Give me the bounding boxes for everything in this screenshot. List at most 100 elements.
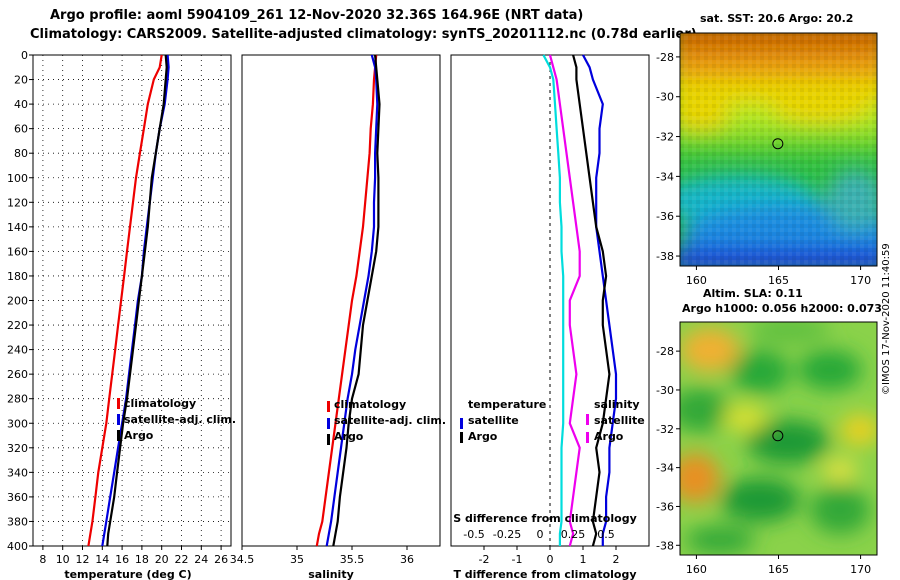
temperature-tick-label: 8: [39, 553, 46, 566]
lat-tick-label: -32: [656, 423, 674, 436]
lon-tick-label: 165: [768, 563, 789, 576]
temperature-tick-label: 14: [95, 553, 109, 566]
lon-tick-label: 170: [850, 563, 871, 576]
temperature-tick-label: 22: [175, 553, 189, 566]
legend-label-sal-argo: Argo: [594, 430, 624, 443]
t-diff-tick-label: -1: [512, 553, 523, 566]
legend-header-salinity: salinity: [594, 398, 640, 411]
lat-tick-label: -38: [656, 250, 674, 263]
salinity-tick-label: 35: [290, 553, 304, 566]
t-diff-tick-label: 1: [580, 553, 587, 566]
lon-tick-label: 160: [686, 563, 707, 576]
depth-tick-label: 220: [7, 319, 28, 332]
lat-tick-label: -30: [656, 384, 674, 397]
depth-tick-label: 120: [7, 196, 28, 209]
legend-swatch-satellite: [117, 414, 120, 425]
temperature-tick-label: 12: [76, 553, 90, 566]
sla-map-title: Altim. SLA: 0.11: [703, 287, 803, 300]
legend-swatch-sal-satellite: [586, 414, 589, 425]
depth-tick-label: 400: [7, 540, 28, 553]
t-diff-tick-label: -2: [479, 553, 490, 566]
legend-label-argo: Argo: [334, 430, 364, 443]
legend-swatch-argo: [117, 430, 120, 441]
legend-label-climatology: climatology: [124, 397, 196, 410]
legend-swatch-sal-argo: [586, 432, 589, 443]
temperature-tick-label: 20: [155, 553, 169, 566]
temperature-x-axis: 8 10 12 14 16 18 20 22 24 26: [39, 546, 228, 566]
sla-map: 160 165 170 -28 -30 -32 -34 -36 -38: [656, 321, 878, 576]
temperature-legend: climatology satellite-adj. clim. Argo: [117, 397, 236, 442]
lat-tick-label: -28: [656, 345, 674, 358]
depth-tick-label: 160: [7, 245, 28, 258]
difference-series-3: [572, 54, 611, 547]
argo-height-label: Argo h1000: 0.056 h2000: 0.073: [682, 302, 882, 315]
temperature-panel: 0 20 40 60 80 100 120 140 160 180 200 220 240 260 280 3…: [7, 49, 236, 580]
salinity-x-axis: 34.5 35 35.5 36: [230, 546, 414, 566]
salinity-legend: climatology satellite-adj. clim. Argo: [327, 398, 446, 445]
depth-tick-label: 140: [7, 221, 28, 234]
salinity-lines: [315, 54, 381, 547]
lat-tick-label: -32: [656, 131, 674, 144]
legend-label-climatology: climatology: [334, 398, 406, 411]
temperature-series-2: [106, 54, 168, 547]
salinity-panel: 34.5 35 35.5 36 salinity climatology satell…: [230, 54, 446, 580]
sla-map-axes: 160 165 170 -28 -30 -32 -34 -36 -38: [656, 345, 871, 576]
t-difference-x-axis: -2 -1 0 1 2: [479, 546, 620, 566]
s-diff-scale-label: 0: [537, 528, 544, 541]
legend-label-satellite: satellite-adj. clim.: [334, 414, 446, 427]
t-diff-tick-label: 0: [547, 553, 554, 566]
depth-axis: 0 20 40 60 80 100 120 140 160 180 200 220 240 260 280 3…: [7, 49, 33, 553]
temperature-grid: [33, 54, 231, 547]
salinity-x-label: salinity: [308, 568, 354, 580]
salinity-series-0: [315, 54, 378, 547]
legend-label-argo: Argo: [124, 429, 154, 442]
s-diff-scale-label: -0.5: [463, 528, 484, 541]
t-difference-label: T difference from climatology: [453, 568, 636, 580]
salinity-tick-label: 36: [400, 553, 414, 566]
temperature-lines: [87, 54, 170, 547]
difference-series-1: [548, 54, 581, 547]
legend-swatch-climatology: [327, 401, 330, 412]
legend-header-temperature: temperature: [468, 398, 546, 411]
profile-title: Argo profile: aoml 5904109_261 12-Nov-20…: [50, 8, 584, 23]
depth-tick-label: 180: [7, 270, 28, 283]
salinity-series-2: [332, 54, 381, 547]
lat-tick-label: -34: [656, 462, 674, 475]
legend-swatch-satellite: [327, 418, 330, 429]
depth-tick-label: 40: [14, 98, 28, 111]
legend-swatch-argo: [327, 434, 330, 445]
salinity-tick-label: 34.5: [230, 553, 255, 566]
difference-panel: -2 -1 0 1 2 -0.5 -0.25 0 0.25 0.5 S difference f…: [450, 54, 650, 580]
lon-tick-label: 165: [768, 274, 789, 287]
lat-tick-label: -30: [656, 91, 674, 104]
temperature-series-0: [87, 54, 163, 547]
temperature-tick-label: 10: [56, 553, 70, 566]
lat-tick-label: -36: [656, 500, 674, 513]
temperature-x-label: temperature (deg C): [64, 568, 191, 580]
legend-label-satellite: satellite-adj. clim.: [124, 413, 236, 426]
argo-location-marker: [772, 138, 784, 150]
t-diff-tick-label: 2: [613, 553, 620, 566]
s-diff-scale-label: 0.25: [561, 528, 586, 541]
depth-tick-label: 260: [7, 368, 28, 381]
lon-tick-label: 160: [686, 274, 707, 287]
depth-tick-label: 0: [21, 49, 28, 62]
legend-swatch-temp-satellite: [460, 418, 463, 429]
s-difference-label: S difference from climatology: [453, 512, 637, 525]
depth-tick-label: 340: [7, 466, 28, 479]
lat-tick-label: -28: [656, 51, 674, 64]
imos-timestamp: ©IMOS 17-Nov-2020 11:40:59: [881, 243, 892, 395]
lon-tick-label: 170: [850, 274, 871, 287]
sst-map: 160 165 170 -28 -30 -32 -34 -36 -38: [656, 32, 878, 287]
s-diff-scale-label: -0.25: [493, 528, 521, 541]
salinity-tick-label: 35.5: [340, 553, 365, 566]
climatology-title: Climatology: CARS2009. Satellite-adjuste…: [30, 27, 697, 42]
sst-map-axes: 160 165 170 -28 -30 -32 -34 -36 -38: [656, 51, 871, 287]
depth-tick-label: 360: [7, 491, 28, 504]
difference-legend: temperature satellite Argo salinity sate…: [460, 398, 645, 443]
depth-tick-label: 380: [7, 515, 28, 528]
depth-tick-label: 60: [14, 123, 28, 136]
depth-tick-label: 300: [7, 417, 28, 430]
depth-tick-label: 80: [14, 147, 28, 160]
